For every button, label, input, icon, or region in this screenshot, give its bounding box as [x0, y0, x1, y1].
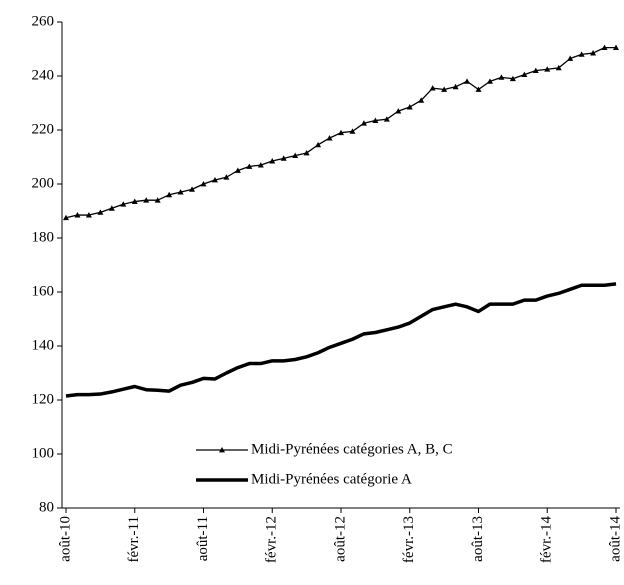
point-marker: [578, 51, 585, 57]
y-tick-label: 200: [32, 175, 55, 191]
x-tick-label: août-12: [332, 516, 348, 562]
legend-box: [156, 434, 546, 496]
point-marker: [383, 116, 390, 122]
point-marker: [326, 135, 333, 141]
point-marker: [544, 66, 551, 72]
point-marker: [200, 181, 207, 187]
point-marker: [154, 197, 161, 203]
point-marker: [464, 78, 471, 84]
point-marker: [246, 163, 253, 169]
point-marker: [395, 108, 402, 114]
point-marker: [590, 50, 597, 56]
point-marker: [360, 120, 367, 126]
point-marker: [234, 167, 241, 173]
point-marker: [292, 152, 299, 159]
y-tick-label: 240: [32, 67, 55, 83]
point-marker: [143, 197, 150, 203]
point-marker: [63, 214, 69, 221]
point-marker: [441, 86, 448, 92]
point-marker: [257, 162, 264, 168]
point-marker: [555, 64, 562, 71]
point-marker: [269, 158, 276, 164]
legend-label: Midi-Pyrénées catégorie A: [251, 471, 412, 487]
point-marker: [521, 71, 528, 78]
x-tick-label: août-13: [470, 516, 486, 562]
y-tick-label: 120: [32, 391, 55, 407]
point-marker: [498, 74, 505, 80]
x-tick-label: févr.-11: [126, 516, 142, 563]
point-marker: [475, 86, 482, 92]
point-marker: [97, 209, 104, 215]
point-marker: [280, 155, 287, 161]
y-tick-label: 160: [32, 283, 55, 299]
point-marker: [429, 85, 436, 91]
x-tick-label: févr.-13: [401, 516, 417, 563]
point-marker: [315, 141, 322, 148]
point-marker: [303, 149, 310, 156]
point-marker: [372, 117, 379, 123]
y-tick-label: 260: [32, 13, 55, 29]
point-marker: [211, 176, 218, 183]
point-marker: [338, 129, 344, 136]
point-marker: [189, 186, 196, 192]
point-marker: [85, 212, 92, 218]
y-tick-label: 180: [32, 229, 55, 245]
legend-label: Midi-Pyrénées catégories A, B, C: [251, 441, 453, 457]
y-tick-label: 140: [32, 337, 55, 353]
x-tick-label: août-14: [607, 516, 623, 562]
y-tick-label: 100: [32, 445, 55, 461]
point-marker: [601, 44, 608, 51]
point-marker: [166, 191, 173, 198]
point-marker: [108, 205, 115, 211]
y-tick-label: 80: [39, 499, 54, 515]
point-marker: [120, 201, 127, 207]
point-marker: [406, 104, 413, 110]
point-marker: [567, 55, 574, 61]
legend-marker: [219, 447, 225, 453]
point-marker: [509, 75, 516, 82]
y-tick-label: 220: [32, 121, 55, 137]
point-marker: [613, 44, 619, 51]
x-tick-label: févr.-14: [539, 516, 555, 564]
point-marker: [418, 97, 425, 103]
x-tick-label: août-10: [57, 516, 73, 562]
point-marker: [131, 198, 138, 204]
series-line: [65, 282, 617, 398]
point-marker: [486, 78, 493, 84]
point-marker: [177, 189, 184, 195]
point-marker: [532, 67, 539, 73]
x-tick-label: févr.-12: [264, 516, 280, 563]
point-marker: [349, 128, 356, 134]
point-marker: [223, 174, 230, 180]
point-marker: [452, 83, 459, 90]
x-tick-label: août-11: [195, 516, 211, 561]
point-marker: [74, 212, 81, 218]
